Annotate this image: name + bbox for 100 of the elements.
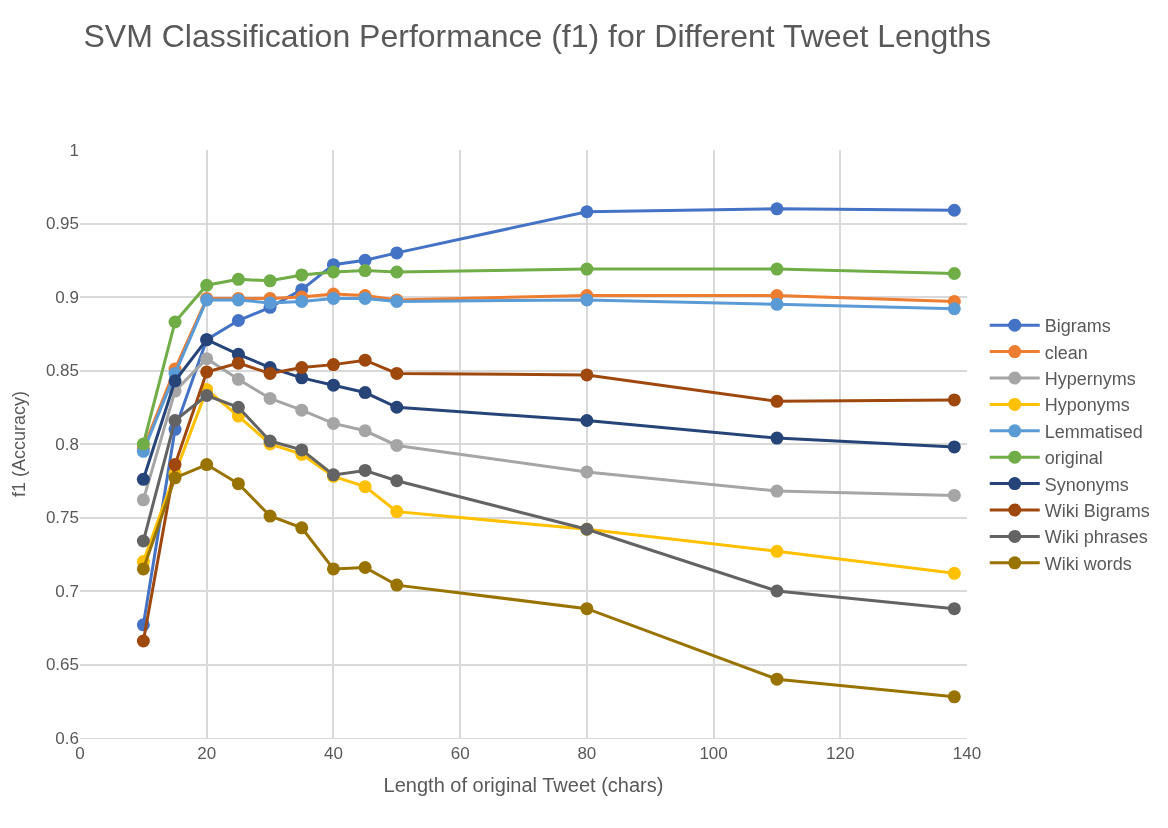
point: [770, 484, 784, 498]
chart-title: SVM Classification Performance (f1) for Different Tweet Lengths: [83, 18, 992, 55]
point: [295, 521, 309, 535]
point: [358, 264, 372, 278]
x-tick-label: 120: [826, 744, 855, 764]
x-axis-title: Length of original Tweet (chars): [383, 773, 664, 796]
point: [326, 562, 340, 576]
point: [136, 562, 150, 576]
point: [390, 366, 404, 380]
point: [580, 205, 594, 219]
legend-label: Synonyms: [1044, 474, 1129, 495]
point: [200, 365, 214, 379]
point: [295, 443, 309, 457]
y-tick-label: 0.95: [45, 214, 79, 234]
y-tick-label: 0.9: [55, 287, 79, 307]
point: [231, 314, 245, 328]
legend-label: original: [1044, 448, 1103, 469]
legend-label: Bigrams: [1044, 316, 1111, 337]
point: [168, 374, 182, 388]
y-tick-label: 0.7: [55, 581, 79, 601]
point: [390, 246, 404, 260]
point: [390, 578, 404, 592]
point: [326, 378, 340, 392]
point: [390, 265, 404, 279]
x-tick-label: 100: [699, 744, 728, 764]
point: [947, 302, 961, 316]
point: [200, 352, 214, 366]
point: [168, 315, 182, 329]
legend-label: Lemmatised: [1044, 421, 1143, 442]
point: [295, 294, 309, 308]
point: [136, 493, 150, 507]
point: [295, 361, 309, 375]
legend-label: Wiki phrases: [1044, 527, 1148, 548]
point: [168, 458, 182, 472]
point: [947, 602, 961, 616]
point: [580, 368, 594, 382]
point: [580, 262, 594, 276]
point: [947, 488, 961, 502]
point: [770, 584, 784, 598]
point: [200, 278, 214, 292]
point: [231, 356, 245, 370]
point: [390, 474, 404, 488]
point: [200, 458, 214, 472]
point: [326, 358, 340, 372]
y-tick-label: 0.8: [55, 434, 79, 454]
x-tick-label: 140: [952, 744, 982, 764]
point: [295, 403, 309, 417]
point: [263, 274, 277, 288]
point: [770, 202, 784, 216]
point: [770, 431, 784, 445]
point: [295, 268, 309, 282]
legend-label: clean: [1044, 342, 1088, 363]
legend-label: Wiki Bigrams: [1044, 501, 1150, 522]
x-tick-label: 40: [323, 744, 343, 764]
point: [231, 477, 245, 491]
point: [390, 505, 404, 519]
point: [136, 437, 150, 451]
point: [947, 393, 961, 407]
point: [168, 413, 182, 427]
y-tick-label: 1: [69, 140, 79, 160]
legend-label: Wiki words: [1044, 553, 1132, 574]
point: [358, 424, 372, 438]
point: [263, 366, 277, 380]
y-tick-label: 0.85: [45, 361, 79, 381]
y-axis-title: f1 (Accuracy): [9, 390, 30, 498]
point: [580, 413, 594, 427]
point: [168, 471, 182, 485]
point: [770, 297, 784, 311]
point: [263, 509, 277, 523]
x-tick-label: 60: [450, 744, 470, 764]
point: [947, 203, 961, 217]
point: [136, 534, 150, 548]
point: [947, 566, 961, 580]
point: [136, 634, 150, 648]
point: [947, 690, 961, 704]
point: [390, 438, 404, 452]
point: [326, 265, 340, 279]
point: [326, 291, 340, 305]
point: [390, 400, 404, 414]
point: [947, 440, 961, 454]
legend-label: Hyponyms: [1044, 395, 1130, 416]
point: [231, 272, 245, 286]
point: [263, 296, 277, 310]
point: [263, 391, 277, 405]
point: [358, 463, 372, 477]
legend-label: Hypernyms: [1044, 369, 1136, 390]
point: [231, 372, 245, 386]
point: [580, 293, 594, 307]
point: [231, 400, 245, 414]
point: [358, 560, 372, 574]
point: [200, 388, 214, 402]
point: [358, 353, 372, 367]
x-tick-label: 20: [197, 744, 217, 764]
point: [947, 266, 961, 280]
y-tick-label: 0.65: [45, 655, 79, 675]
x-tick-label: 80: [577, 744, 597, 764]
point: [326, 416, 340, 430]
point: [770, 672, 784, 686]
point: [770, 262, 784, 276]
point: [770, 394, 784, 408]
